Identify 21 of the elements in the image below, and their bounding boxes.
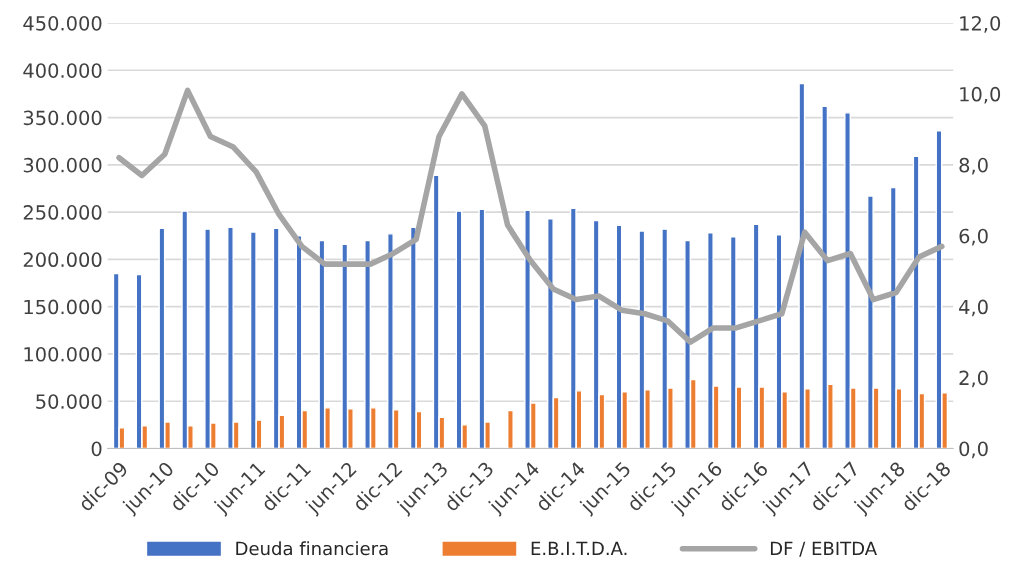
legend-label: Deuda financiera — [236, 541, 388, 556]
legend-label: E.B.I.T.D.A. — [531, 541, 627, 555]
y2-tick-label: 2,0 — [959, 370, 988, 388]
y-tick-label: 150.000 — [24, 299, 102, 315]
y-tick-label: 300.000 — [23, 157, 102, 173]
y-tick-label: 200.000 — [23, 252, 102, 268]
y2-tick-label: 8,0 — [959, 157, 988, 175]
y-tick-label: 100.000 — [24, 346, 102, 362]
y2-tick-label: 4,0 — [959, 299, 988, 317]
y2-tick-label: 12,0 — [960, 15, 1001, 33]
bar — [507, 409, 514, 449]
y-tick-label: 50.000 — [36, 394, 102, 409]
y2-tick-label: 10,0 — [960, 86, 1001, 104]
y-tick-label: 450.000 — [23, 15, 102, 31]
legend-label: DF / EBITDA — [770, 541, 877, 557]
y2-tick-label: 0,0 — [959, 441, 988, 459]
y-tick-label: 400.000 — [23, 63, 102, 78]
y2-tick-label: 6,0 — [959, 228, 988, 246]
y-tick-label: 0 — [91, 441, 102, 457]
y-tick-label: 250.000 — [23, 205, 102, 220]
y-tick-label: 350.000 — [23, 110, 102, 126]
